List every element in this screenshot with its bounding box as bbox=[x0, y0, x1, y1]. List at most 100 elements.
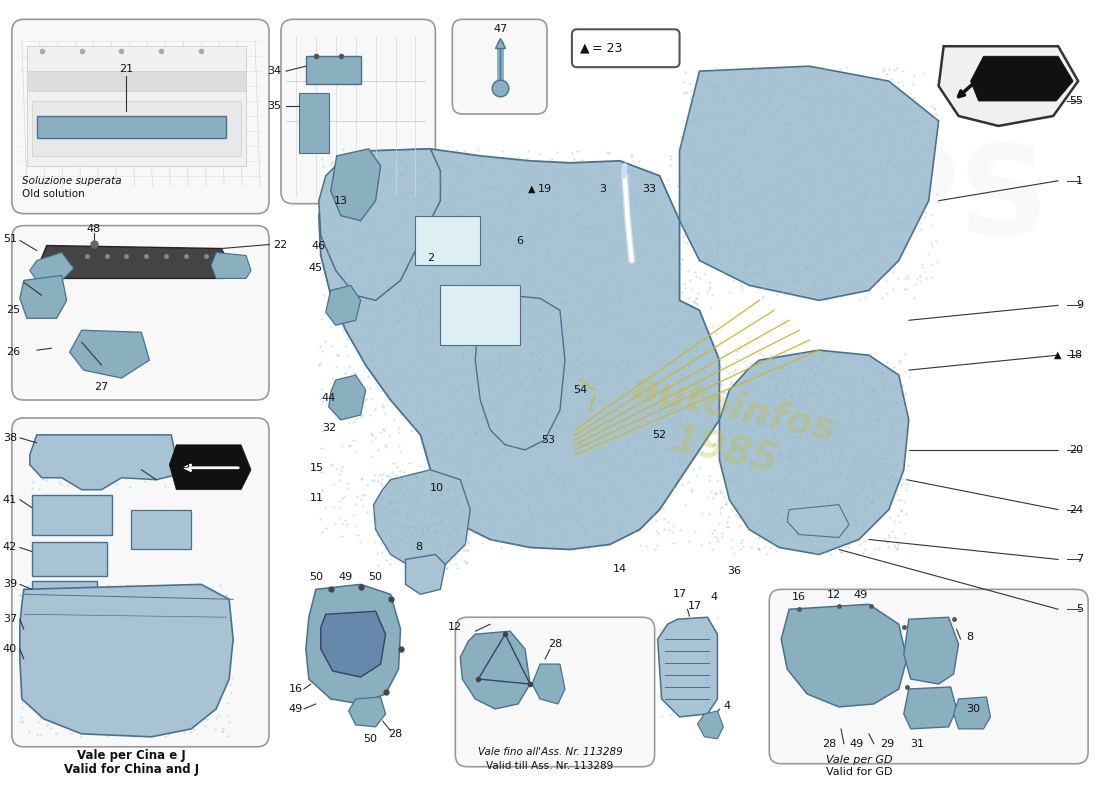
Polygon shape bbox=[970, 56, 1074, 101]
FancyBboxPatch shape bbox=[572, 30, 680, 67]
Polygon shape bbox=[406, 554, 446, 594]
Text: 50: 50 bbox=[368, 572, 383, 582]
Polygon shape bbox=[781, 604, 906, 707]
Bar bbox=[32, 494, 111, 534]
Polygon shape bbox=[20, 275, 67, 318]
Polygon shape bbox=[904, 687, 957, 729]
Bar bbox=[306, 56, 361, 84]
Text: 31: 31 bbox=[910, 739, 924, 749]
Polygon shape bbox=[306, 584, 400, 704]
Text: Vale fino all'Ass. Nr. 113289: Vale fino all'Ass. Nr. 113289 bbox=[477, 746, 623, 757]
Text: 20: 20 bbox=[1069, 445, 1084, 455]
Polygon shape bbox=[697, 711, 724, 739]
Text: 2: 2 bbox=[427, 254, 434, 263]
Bar bbox=[132, 510, 191, 550]
Polygon shape bbox=[69, 330, 150, 378]
Text: 46: 46 bbox=[311, 241, 326, 250]
Bar bbox=[299, 93, 329, 153]
Text: autoinfos
1985: autoinfos 1985 bbox=[619, 368, 839, 491]
FancyBboxPatch shape bbox=[452, 19, 547, 114]
Text: Vale per GD: Vale per GD bbox=[826, 754, 892, 765]
Text: 4: 4 bbox=[711, 592, 718, 602]
Polygon shape bbox=[40, 246, 229, 278]
Text: 36: 36 bbox=[727, 566, 741, 577]
Text: 16: 16 bbox=[792, 592, 806, 602]
Text: 48: 48 bbox=[87, 223, 101, 234]
Text: 34: 34 bbox=[267, 66, 280, 76]
Polygon shape bbox=[904, 618, 958, 684]
Text: PS: PS bbox=[868, 140, 1049, 261]
Bar bbox=[416, 216, 481, 266]
Text: 49: 49 bbox=[288, 704, 302, 714]
Polygon shape bbox=[211, 253, 251, 278]
Text: 8: 8 bbox=[967, 632, 974, 642]
Text: 42: 42 bbox=[2, 542, 16, 553]
FancyBboxPatch shape bbox=[455, 618, 654, 766]
Text: 5: 5 bbox=[1076, 604, 1084, 614]
Bar bbox=[32, 582, 97, 611]
Text: 54: 54 bbox=[573, 385, 587, 395]
Text: 49: 49 bbox=[339, 572, 353, 582]
Text: 22: 22 bbox=[273, 239, 287, 250]
Bar bbox=[36, 116, 227, 138]
Text: 40: 40 bbox=[2, 644, 16, 654]
Text: 50: 50 bbox=[309, 572, 322, 582]
Text: 4: 4 bbox=[724, 701, 730, 711]
Text: 51: 51 bbox=[3, 234, 16, 243]
FancyBboxPatch shape bbox=[12, 19, 270, 214]
Text: Valid till Ass. Nr. 113289: Valid till Ass. Nr. 113289 bbox=[486, 761, 614, 770]
Polygon shape bbox=[30, 435, 176, 490]
Polygon shape bbox=[329, 375, 365, 420]
Text: Old solution: Old solution bbox=[22, 189, 85, 198]
Text: ▲: ▲ bbox=[528, 184, 535, 194]
Text: 6: 6 bbox=[517, 235, 524, 246]
Text: 41: 41 bbox=[2, 494, 16, 505]
Polygon shape bbox=[938, 46, 1078, 126]
FancyBboxPatch shape bbox=[280, 19, 436, 204]
Text: Valid for GD: Valid for GD bbox=[826, 766, 892, 777]
Text: 29: 29 bbox=[880, 739, 894, 749]
Text: 28: 28 bbox=[388, 729, 403, 739]
Polygon shape bbox=[374, 470, 471, 570]
Text: 7: 7 bbox=[1076, 554, 1084, 565]
Polygon shape bbox=[658, 618, 717, 717]
Text: 32: 32 bbox=[321, 423, 336, 433]
Text: 33: 33 bbox=[642, 184, 657, 194]
Text: 24: 24 bbox=[1069, 505, 1084, 514]
Polygon shape bbox=[680, 66, 938, 300]
Text: 25: 25 bbox=[6, 306, 20, 315]
Text: 8: 8 bbox=[415, 542, 422, 553]
Bar bbox=[26, 46, 246, 166]
Polygon shape bbox=[331, 149, 381, 221]
Text: 37: 37 bbox=[2, 614, 16, 624]
Polygon shape bbox=[319, 149, 440, 300]
Text: 17: 17 bbox=[688, 602, 702, 611]
Bar bbox=[32, 542, 107, 576]
Text: 11: 11 bbox=[310, 493, 323, 502]
Text: 45: 45 bbox=[309, 263, 323, 274]
Text: 39: 39 bbox=[2, 579, 16, 590]
Polygon shape bbox=[26, 71, 246, 91]
Text: 21: 21 bbox=[120, 64, 133, 74]
Text: 18: 18 bbox=[1069, 350, 1084, 360]
Text: 49: 49 bbox=[850, 739, 865, 749]
Text: 38: 38 bbox=[2, 433, 16, 443]
Text: 30: 30 bbox=[967, 704, 980, 714]
Text: 14: 14 bbox=[613, 565, 627, 574]
Text: Vale per Cina e J: Vale per Cina e J bbox=[77, 749, 186, 762]
FancyBboxPatch shape bbox=[769, 590, 1088, 764]
Polygon shape bbox=[319, 149, 719, 550]
Text: 47: 47 bbox=[493, 24, 507, 34]
Text: ▲: ▲ bbox=[1054, 350, 1062, 360]
Text: 19: 19 bbox=[538, 184, 552, 194]
Polygon shape bbox=[32, 101, 241, 156]
Polygon shape bbox=[788, 505, 849, 538]
Polygon shape bbox=[30, 253, 74, 281]
Text: 9: 9 bbox=[1076, 300, 1084, 310]
Text: 12: 12 bbox=[827, 590, 842, 600]
Text: 49: 49 bbox=[854, 590, 868, 600]
FancyBboxPatch shape bbox=[12, 226, 270, 400]
Text: ▲: ▲ bbox=[580, 42, 590, 54]
FancyBboxPatch shape bbox=[12, 418, 270, 746]
Text: 27: 27 bbox=[95, 382, 109, 392]
